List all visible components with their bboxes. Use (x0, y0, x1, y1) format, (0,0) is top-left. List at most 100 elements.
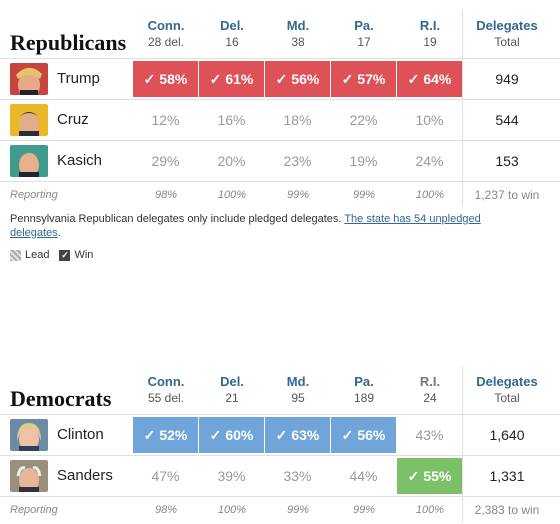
result-cell: 12% (151, 112, 180, 128)
delegates-to-win: 1,237 to win (474, 188, 540, 202)
reporting-value: 98% (154, 504, 178, 516)
state-name: Pa. (354, 374, 374, 389)
total-column-header: Delegates Total (463, 17, 551, 51)
reporting-value: 99% (286, 189, 310, 201)
reporting-value: 99% (352, 189, 376, 201)
lead-swatch-icon (10, 249, 21, 261)
result-cell-win: ✓ 61% (199, 61, 264, 97)
result-value: 64% (423, 71, 452, 87)
result-value: 61% (225, 71, 254, 87)
party-title: Republicans (10, 30, 127, 55)
state-column-header[interactable]: Conn. 28 del. (133, 17, 199, 51)
check-icon: ✓ (341, 71, 354, 87)
state-delegates: 55 del. (147, 391, 185, 405)
result-cell: 18% (283, 112, 312, 128)
result-value: 55% (423, 468, 452, 484)
state-name: R.I. (419, 18, 441, 33)
column-divider (462, 10, 463, 206)
table-header: Democrats Conn. 55 del. Del. 21 Md. 95 Pa. 1… (0, 356, 560, 414)
check-icon: ✓ (209, 71, 222, 87)
delegates-to-win: 2,383 to win (474, 503, 540, 517)
candidate-avatar (10, 460, 48, 492)
state-delegates: 189 (353, 391, 375, 405)
reporting-row: Reporting 98% 100% 99% 99% 100% 2,383 to… (0, 496, 560, 524)
check-icon: ✓ (209, 427, 222, 443)
result-cell: 47% (151, 468, 180, 484)
state-column-header[interactable]: Pa. 17 (331, 17, 397, 51)
column-divider (462, 366, 463, 522)
result-cell: 20% (217, 153, 246, 169)
state-column-header[interactable]: Md. 95 (265, 373, 331, 407)
delegate-total: 544 (495, 112, 519, 128)
reporting-value: 100% (415, 189, 445, 201)
result-cell-win: ✓ 52% (133, 417, 198, 453)
state-name: Del. (220, 18, 244, 33)
candidate-avatar (10, 419, 48, 451)
check-icon: ✓ (407, 71, 420, 87)
result-cell: 43% (415, 427, 444, 443)
state-column-header[interactable]: Conn. 55 del. (133, 373, 199, 407)
result-value: 57% (357, 71, 386, 87)
delegate-total: 949 (495, 71, 519, 87)
result-cell-win: ✓ 60% (199, 417, 264, 453)
result-cell: 16% (217, 112, 246, 128)
total-header: Delegates (476, 374, 538, 389)
state-column-header[interactable]: R.I. 19 (397, 17, 463, 51)
state-name: Conn. (147, 18, 185, 33)
candidate-avatar (10, 145, 48, 177)
result-cell: 44% (349, 468, 378, 484)
candidate-name: Clinton (57, 426, 104, 443)
result-value: 56% (357, 427, 386, 443)
result-value: 60% (225, 427, 254, 443)
candidate-row-kasich: Kasich 29% 20% 23% 19% 24% 153 (0, 140, 560, 181)
state-delegates: 17 (357, 35, 371, 49)
result-value: 63% (291, 427, 320, 443)
legend: Lead ✓ Win (10, 249, 93, 261)
reporting-value: 98% (154, 189, 178, 201)
check-icon: ✓ (341, 427, 354, 443)
state-column-header[interactable]: Del. 16 (199, 17, 265, 51)
state-delegates: 24 (423, 391, 437, 405)
result-cell: 22% (349, 112, 378, 128)
candidate-name: Sanders (57, 467, 113, 484)
delegate-total: 153 (495, 153, 519, 169)
state-column-header[interactable]: Del. 21 (199, 373, 265, 407)
footnote-end: . (57, 227, 61, 239)
result-value: 58% (159, 71, 188, 87)
state-column-header[interactable]: R.I. 24 (397, 373, 463, 407)
state-delegates: 21 (225, 391, 239, 405)
state-column-header[interactable]: Md. 38 (265, 17, 331, 51)
result-cell: 39% (217, 468, 246, 484)
reporting-label: Reporting (10, 189, 58, 201)
state-delegates: 95 (291, 391, 305, 405)
state-name: Md. (286, 18, 310, 33)
state-column-header[interactable]: Pa. 189 (331, 373, 397, 407)
state-name: Pa. (354, 18, 374, 33)
result-cell: 29% (151, 153, 180, 169)
delegate-total: 1,331 (489, 468, 525, 484)
candidate-name: Cruz (57, 111, 89, 128)
candidate-name: Kasich (57, 152, 103, 169)
result-cell: 33% (283, 468, 312, 484)
result-value: 52% (159, 427, 188, 443)
state-name: R.I. (419, 374, 441, 389)
reporting-label: Reporting (10, 504, 58, 516)
check-icon: ✓ (275, 71, 288, 87)
win-check-icon: ✓ (59, 249, 71, 261)
result-cell: 23% (283, 153, 312, 169)
candidate-row-sanders: Sanders 47% 39% 33% 44% ✓ 55% 1,331 (0, 455, 560, 496)
check-icon: ✓ (407, 468, 420, 484)
candidate-row-clinton: Clinton ✓ 52% ✓ 60% ✓ 63% ✓ 56% 43% 1,640 (0, 414, 560, 455)
state-delegates: 28 del. (147, 35, 185, 49)
unpledged-delegates-link[interactable]: The state has 54 unpledged delegates (10, 213, 481, 239)
total-column-header: Delegates Total (463, 373, 551, 407)
check-icon: ✓ (143, 427, 156, 443)
result-cell: 10% (415, 112, 444, 128)
result-cell-win: ✓ 63% (265, 417, 330, 453)
result-cell-win: ✓ 57% (331, 61, 396, 97)
legend-lead-label: Lead (25, 249, 50, 261)
table-header: Republicans Conn. 28 del. Del. 16 Md. 38 Pa… (0, 0, 560, 58)
state-name: Del. (220, 374, 244, 389)
state-delegates: 19 (423, 35, 437, 49)
result-cell-win: ✓ 58% (133, 61, 198, 97)
